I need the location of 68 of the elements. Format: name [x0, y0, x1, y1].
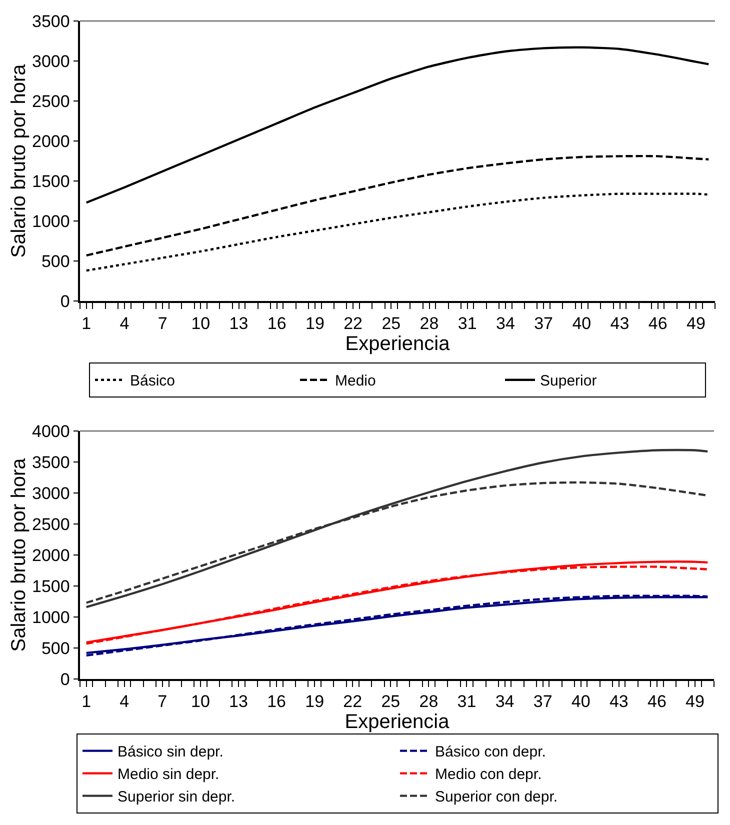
x-tick-label: 22 [344, 314, 363, 334]
y-tick-label: 1000 [32, 212, 70, 231]
x-tick-label: 46 [648, 314, 668, 334]
legend-label: Medio con depr. [435, 766, 542, 784]
x-tick-label: 1 [82, 692, 92, 712]
y-tick-label: 2000 [32, 546, 70, 565]
y-tick-label: 1500 [32, 576, 70, 596]
x-tick-label: 22 [343, 692, 362, 712]
y-tick-label: 2500 [32, 92, 70, 111]
x-tick-label: 49 [686, 314, 706, 334]
x-tick-label: 19 [305, 314, 324, 334]
y-axis-title: Salario bruto por hora [8, 457, 30, 652]
x-tick-label: 13 [229, 314, 248, 334]
legend-label: Medio sin depr. [118, 766, 220, 784]
y-axis-title: Salario bruto por hora [8, 63, 30, 258]
y-tick-label: 1500 [32, 172, 70, 191]
y-tick-label: 3000 [32, 484, 70, 503]
x-tick-label: 10 [191, 692, 210, 712]
y-tick-label: 3500 [32, 12, 70, 31]
x-tick-label: 19 [305, 692, 324, 712]
legend-label: Básico sin depr. [118, 744, 224, 761]
x-tick-label: 28 [420, 314, 439, 334]
x-tick-label: 7 [158, 692, 168, 712]
x-tick-label: 37 [534, 314, 554, 334]
legend-label: Básico [130, 372, 176, 390]
x-tick-label: 13 [229, 692, 248, 712]
legend-label: Básico con depr. [435, 744, 546, 761]
x-tick-label: 25 [382, 314, 401, 334]
x-tick-label: 46 [647, 692, 666, 712]
x-tick-label: 4 [120, 692, 130, 712]
x-tick-label: 1 [82, 314, 92, 334]
y-tick-label: 3500 [32, 452, 70, 472]
x-tick-label: 16 [267, 692, 286, 712]
x-tick-label: 40 [572, 314, 592, 334]
legend-label: Medio [335, 372, 376, 390]
legend-label: Superior sin depr. [118, 788, 236, 806]
x-tick-label: 28 [419, 692, 438, 712]
y-tick-label: 0 [60, 670, 70, 689]
x-tick-label: 34 [496, 314, 515, 334]
y-tick-label: 2000 [32, 132, 70, 151]
x-tick-label: 31 [457, 692, 476, 712]
y-tick-label: 1000 [32, 608, 70, 627]
x-axis-title: Experiencia [345, 333, 451, 356]
y-tick-label: 0 [60, 292, 70, 311]
x-tick-label: 16 [267, 314, 286, 334]
legend-label: Superior con depr. [435, 788, 558, 806]
x-tick-label: 4 [120, 314, 130, 334]
line-series [85, 154, 710, 256]
x-tick-label: 10 [191, 314, 210, 334]
x-axis-title: Experiencia [344, 711, 450, 734]
x-tick-label: 43 [609, 692, 628, 712]
x-tick-label: 40 [571, 692, 590, 712]
x-tick-label: 31 [458, 314, 477, 334]
x-tick-label: 49 [686, 692, 704, 712]
line-series [85, 448, 709, 608]
x-tick-label: 43 [610, 314, 630, 334]
y-tick-label: 500 [41, 638, 70, 658]
x-tick-label: 34 [495, 692, 514, 712]
x-tick-label: 25 [381, 692, 400, 712]
legend-label: Superior [540, 372, 597, 390]
y-tick-label: 2500 [32, 514, 70, 534]
y-tick-label: 3000 [32, 52, 70, 71]
y-tick-label: 4000 [32, 422, 70, 441]
y-tick-label: 500 [41, 252, 70, 271]
x-tick-label: 37 [533, 692, 552, 712]
x-tick-label: 7 [158, 314, 168, 334]
line-series [85, 46, 710, 204]
line-series [85, 192, 710, 272]
